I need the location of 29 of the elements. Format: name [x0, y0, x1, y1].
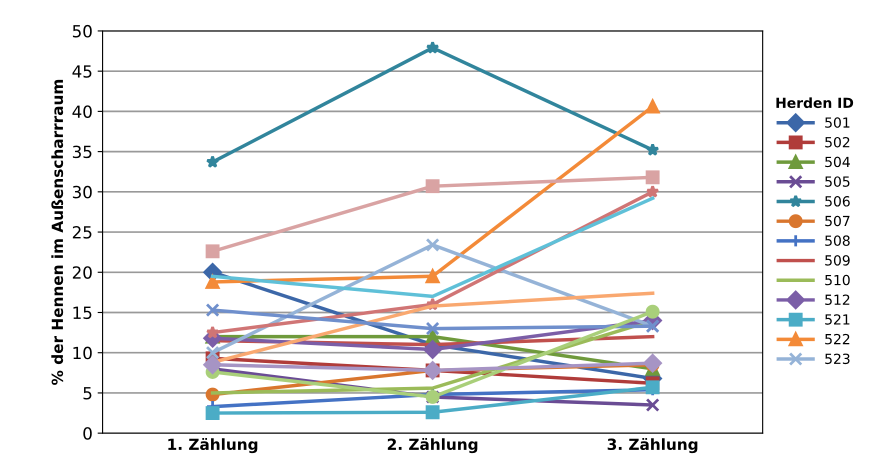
- legend-label: 504: [825, 156, 850, 168]
- legend-title: Herden ID: [776, 97, 854, 108]
- y-tick-label: 35: [72, 146, 92, 158]
- legend-label: 509: [825, 255, 850, 266]
- y-tick-label: 30: [72, 186, 92, 198]
- y-tick-label: 10: [73, 346, 92, 360]
- legend-label: 523: [825, 354, 850, 364]
- y-tick-label: 25: [72, 226, 92, 239]
- x-tick-label: 1. Zählung: [168, 438, 258, 454]
- y-tick-label: 5: [84, 387, 92, 400]
- y-axis-title: % der Hennen im Außenscharrraum: [51, 80, 64, 385]
- x-tick-label: 2. Zählung: [388, 438, 478, 454]
- legend-label: 508: [825, 235, 850, 246]
- legend-label: 501: [825, 117, 850, 128]
- legend-label: 510: [825, 274, 850, 286]
- y-tick-label: 50: [72, 24, 92, 38]
- y-tick-label: 40: [72, 105, 92, 118]
- y-tick-label: 0: [83, 427, 92, 440]
- legend-label: 521: [825, 314, 850, 325]
- y-tick-label: 15: [73, 306, 92, 320]
- legend-label: 505: [825, 176, 850, 187]
- y-tick-label: 20: [72, 266, 92, 279]
- legend-label: 512: [825, 294, 850, 305]
- y-tick-label: 45: [72, 65, 92, 78]
- x-tick-label: 3. Zählung: [608, 438, 698, 454]
- legend-label: 507: [825, 216, 850, 226]
- legend-label: 506: [825, 196, 850, 207]
- legend-label: 502: [825, 136, 850, 148]
- legend-label: 522: [825, 334, 850, 344]
